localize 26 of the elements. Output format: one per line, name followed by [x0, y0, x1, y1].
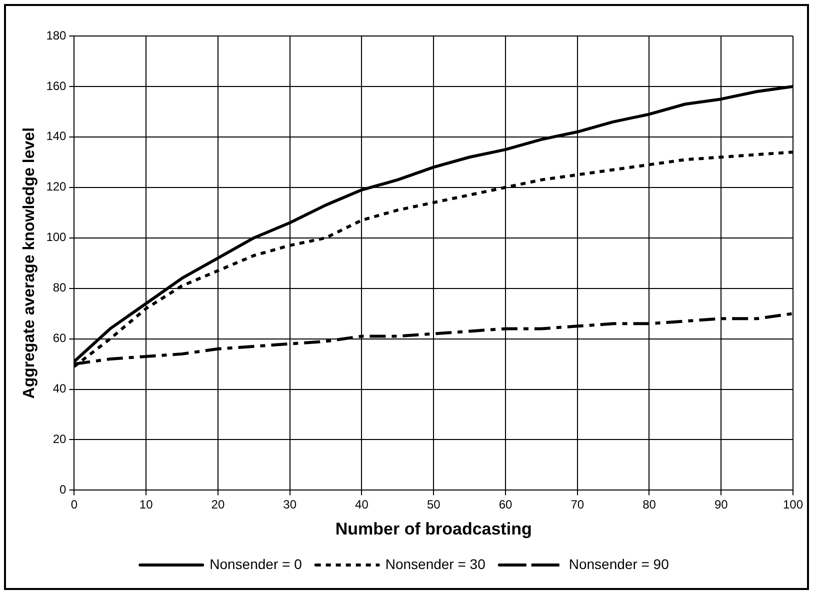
legend-label: Nonsender = 0: [210, 556, 302, 572]
y-tick-label: 80: [52, 280, 67, 295]
y-tick-label: 140: [46, 129, 67, 144]
y-tick-label: 120: [46, 180, 67, 194]
x-tick-label: 40: [355, 498, 369, 512]
x-tick-label: 50: [426, 498, 441, 512]
x-tick-label: 30: [283, 498, 297, 512]
x-axis-title: Number of broadcasting: [335, 519, 532, 538]
y-tick-label: 180: [46, 28, 67, 42]
y-tick-label: 160: [46, 78, 67, 93]
x-tick-label: 70: [570, 498, 584, 512]
legend-label: Nonsender = 30: [385, 556, 486, 572]
y-tick-label: 20: [52, 432, 67, 446]
x-tick-label: 20: [211, 498, 225, 512]
y-tick-label: 40: [52, 382, 67, 396]
x-tick-label: 0: [70, 498, 78, 512]
x-tick-label: 100: [782, 498, 804, 512]
y-tick-label: 100: [46, 230, 67, 244]
x-tick-label: 80: [642, 498, 656, 512]
x-tick-label: 60: [498, 498, 512, 512]
x-tick-label: 10: [139, 498, 154, 512]
y-tick-label: 0: [60, 482, 67, 497]
legend-label: Nonsender = 90: [568, 556, 670, 572]
x-tick-label: 90: [714, 498, 728, 512]
y-tick-label: 60: [52, 331, 67, 346]
y-axis-title: Aggregate average knowledge level: [21, 127, 38, 399]
